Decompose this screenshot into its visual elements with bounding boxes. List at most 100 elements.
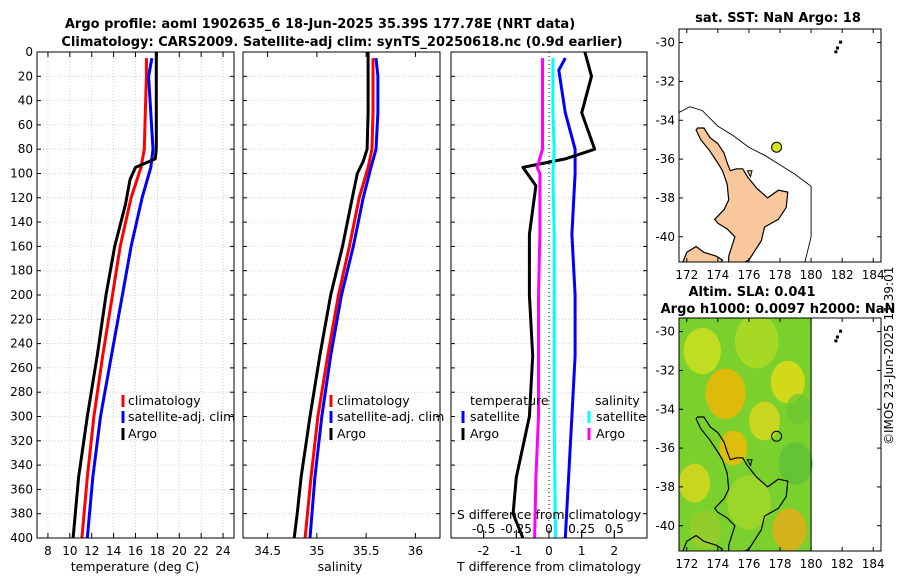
x-tick-label: -2 xyxy=(478,544,490,558)
difference-legend: temperature satellite Argo salinity sate… xyxy=(461,393,646,441)
y-tick-label: 220 xyxy=(10,312,33,326)
kermadec-island xyxy=(835,335,839,339)
x-tick-label: 0 xyxy=(545,544,553,558)
series-line-satellite-adj-clim xyxy=(85,57,155,539)
y-tick-label: 380 xyxy=(10,507,33,521)
x-tick-label: 12 xyxy=(84,544,99,558)
y-tick-label: 40 xyxy=(18,94,33,108)
x-tick-label: 35 xyxy=(309,544,324,558)
x-tick-label: 22 xyxy=(194,544,209,558)
sla-blob xyxy=(748,401,780,441)
y-tick-label: -32 xyxy=(655,74,675,88)
y-tick-label: 140 xyxy=(10,215,33,229)
tdiff-xlabel: T difference from climatology xyxy=(456,559,642,574)
salinity-xlabel: salinity xyxy=(318,559,363,574)
x-tick-label: 180 xyxy=(800,268,823,282)
x-tick-label: 182 xyxy=(831,557,854,571)
difference-panel: -2 -1 0 1 2 -0.5 -0.25 0 0.25 0.5 xyxy=(450,51,648,558)
y-tick-label: 0 xyxy=(25,45,33,59)
small-island xyxy=(746,170,753,178)
s-tick-label: 0.25 xyxy=(568,522,595,536)
y-tick-label: 80 xyxy=(18,142,33,156)
sla-blob xyxy=(689,510,721,550)
y-tick-label: -36 xyxy=(655,441,675,455)
y-tick-label: -30 xyxy=(655,36,675,50)
x-tick-label: 2 xyxy=(611,544,619,558)
series-line-temperature-satellite xyxy=(557,57,577,539)
kermadec-island xyxy=(839,40,843,44)
salinity-panel: 34.5 35 35.5 36 xyxy=(242,51,441,558)
legend-temperature-title: temperature xyxy=(470,393,549,408)
x-tick-label: 36 xyxy=(408,544,423,558)
y-tick-label: 300 xyxy=(10,410,33,424)
legend-sargo-label: Argo xyxy=(596,426,625,441)
sla-blob xyxy=(786,393,812,425)
map1-title: sat. SST: NaN Argo: 18 xyxy=(695,11,861,26)
sst-map-panel: 172 174 176 178 180 182 184 -30 -32 -34 -36 -38 -40 xyxy=(655,28,885,282)
x-tick-label: 176 xyxy=(737,268,760,282)
x-tick-label: 34.5 xyxy=(254,544,281,558)
sla-blob xyxy=(705,368,746,419)
y-tick-label: 320 xyxy=(10,434,33,448)
y-tick-label: -38 xyxy=(655,191,675,205)
y-tick-label: -40 xyxy=(655,230,675,244)
y-tick-label: -34 xyxy=(655,402,675,416)
sla-map-panel: 172 174 176 178 180 182 184 -30 -32 -34 -36 -38 -40 xyxy=(655,317,885,571)
timestamp: ©IMOS 23-Jun-2025 11:39:01 xyxy=(882,267,896,445)
x-tick-label: 16 xyxy=(128,544,143,558)
s-tick-label: 0.5 xyxy=(605,522,624,536)
argo-location-marker xyxy=(771,141,783,153)
south-island xyxy=(682,245,724,262)
x-tick-label: 18 xyxy=(150,544,165,558)
sla-blob xyxy=(683,327,721,375)
kermadec-island xyxy=(835,46,839,50)
x-tick-label: 172 xyxy=(675,557,698,571)
x-tick-label: 1 xyxy=(578,544,586,558)
s-tick-label: 0 xyxy=(545,522,553,536)
north-island xyxy=(695,416,789,551)
y-tick-label: -34 xyxy=(655,113,675,127)
y-tick-label: 20 xyxy=(18,69,33,83)
x-tick-label: 180 xyxy=(800,557,823,571)
series-line-argo xyxy=(292,52,370,539)
sla-blob xyxy=(770,360,805,404)
x-tick-label: 182 xyxy=(831,268,854,282)
x-tick-label: 24 xyxy=(215,544,230,558)
y-tick-label: 360 xyxy=(10,482,33,496)
y-tick-label: 260 xyxy=(10,361,33,375)
legend-argo-label: Argo xyxy=(337,426,366,441)
y-tick-label: 240 xyxy=(10,337,33,351)
map-content xyxy=(679,318,843,551)
x-tick-label: 20 xyxy=(172,544,187,558)
x-tick-label: 8 xyxy=(44,544,52,558)
x-tick-label: 174 xyxy=(706,268,729,282)
y-tick-label: 60 xyxy=(18,118,33,132)
y-tick-label: -38 xyxy=(655,480,675,494)
map-content xyxy=(679,40,843,262)
x-tick-label: 178 xyxy=(769,268,792,282)
x-tick-label: 184 xyxy=(862,557,885,571)
y-tick-label: 120 xyxy=(10,191,33,205)
y-tick-label: 340 xyxy=(10,458,33,472)
y-tick-label: 180 xyxy=(10,264,33,278)
figure-title-line2: Climatology: CARS2009. Satellite-adj cli… xyxy=(61,35,622,50)
y-tick-label: -32 xyxy=(655,363,675,377)
series-line-climatology xyxy=(303,58,375,539)
salinity-legend: climatology satellite-adj. clim Argo xyxy=(329,393,444,441)
s-tick-label: -0.25 xyxy=(501,522,532,536)
temperature-panel: 8 10 12 14 16 18 20 22 2402040608010012014016018… xyxy=(10,45,235,558)
legend-sat-label: satellite-adj. clim xyxy=(128,409,235,424)
argo-location-marker xyxy=(771,430,783,442)
x-tick-label: 174 xyxy=(706,557,729,571)
x-tick-label: 172 xyxy=(675,268,698,282)
y-tick-label: -30 xyxy=(655,325,675,339)
y-tick-label: 100 xyxy=(10,167,33,181)
legend-targo-label: Argo xyxy=(470,426,499,441)
x-tick-label: 35.5 xyxy=(353,544,380,558)
south-island xyxy=(682,534,724,551)
series-line-satellite-adj-clim xyxy=(308,57,380,539)
legend-ssat-label: satellite xyxy=(596,409,646,424)
sla-blob xyxy=(734,318,779,369)
x-tick-label: 178 xyxy=(769,557,792,571)
eez-outline xyxy=(679,106,812,262)
